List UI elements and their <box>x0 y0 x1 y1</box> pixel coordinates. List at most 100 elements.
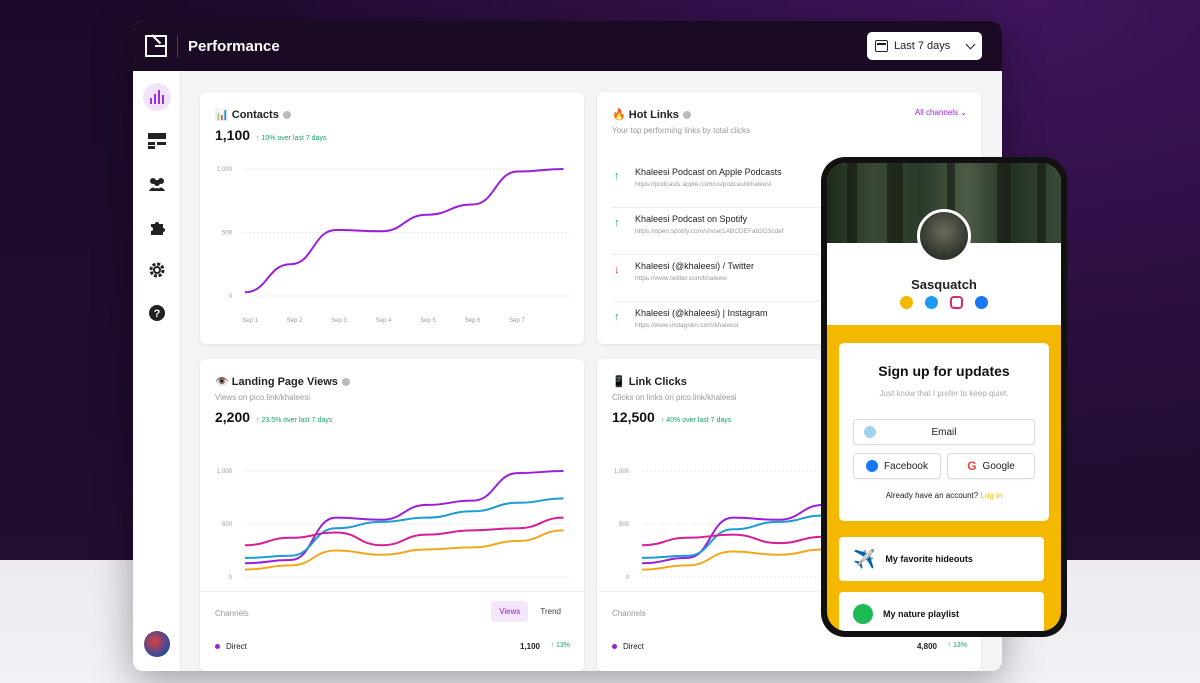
social-links <box>827 296 1061 309</box>
chart-emoji-icon: 📊 <box>215 109 229 121</box>
settings-icon[interactable] <box>143 256 171 284</box>
link-label: My nature playlist <box>883 609 960 619</box>
hot-link-item[interactable]: ↓ Khaleesi (@khaleesi) / Twitter https://w… <box>612 256 982 302</box>
hot-links-subtitle: Your top performing links by total click… <box>612 126 750 135</box>
email-icon <box>864 426 876 438</box>
instagram-icon[interactable] <box>950 296 963 309</box>
link-url: https://podcasts.apple.com/us/podcast/kh… <box>635 181 772 188</box>
series-line <box>244 529 564 571</box>
help-icon[interactable]: ? <box>143 299 171 327</box>
divider <box>177 35 178 57</box>
phone-screen: Sasquatch Sign up for updates Just know … <box>827 163 1061 631</box>
puzzle-icon[interactable] <box>143 213 171 241</box>
hot-link-item[interactable]: ↑ Khaleesi Podcast on Spotify https://open… <box>612 209 982 255</box>
login-prompt: Already have an account? Log in <box>839 491 1049 500</box>
x-tick-label: Sep 2 <box>287 318 303 324</box>
facebook-label: Facebook <box>884 460 928 472</box>
twitter-icon[interactable] <box>925 296 938 309</box>
chevron-down-icon: ⌄ <box>960 108 967 117</box>
tab-trend[interactable]: Trend <box>540 607 561 616</box>
channel-row: Direct 1,100 ↑ 13% <box>215 642 570 651</box>
channels-label: Channels <box>215 609 249 618</box>
channel-delta: ↑ 13% <box>947 642 967 649</box>
y-tick-label: 500 <box>222 231 233 237</box>
views-title: 👁️ Landing Page Views <box>215 375 350 388</box>
channel-filter-label: All channels <box>914 108 959 117</box>
channel-name: Direct <box>226 642 247 651</box>
avatar[interactable] <box>144 631 170 657</box>
page-title: Performance <box>188 37 280 55</box>
series-line <box>244 497 564 559</box>
info-icon[interactable] <box>282 111 291 120</box>
y-tick-label: 1,000 <box>217 469 233 475</box>
clicks-subtitle: Clicks on links on pico.link/khaleesi <box>612 393 737 402</box>
date-range-select[interactable]: Last 7 days <box>867 32 982 60</box>
views-title-text: Landing Page Views <box>231 376 338 388</box>
divider <box>597 591 981 592</box>
signup-title: Sign up for updates <box>878 363 1010 379</box>
email-button[interactable]: Email <box>853 419 1035 445</box>
y-tick-label: 0 <box>229 294 233 300</box>
link-title: Khaleesi (@khaleesi) | Instagram <box>635 308 768 318</box>
arrow-down-icon: ↓ <box>614 264 620 276</box>
link-title: Khaleesi Podcast on Spotify <box>635 214 748 224</box>
email-label: Email <box>931 426 957 438</box>
profile-name: Sasquatch <box>911 277 977 292</box>
x-tick-label: Sep 1 <box>242 318 258 324</box>
x-tick-label: Sep 6 <box>465 318 481 324</box>
views-value: 2,200 ↑ 23.5% over last 7 days <box>215 409 332 425</box>
series-dot <box>612 644 617 650</box>
hot-link-item[interactable]: ↑ Khaleesi Podcast on Apple Podcasts https… <box>612 162 982 208</box>
contacts-total: 1,100 <box>215 127 251 143</box>
hot-links-title-text: Hot Links <box>628 109 679 121</box>
contacts-value: 1,100 ↑ 10% over last 7 days <box>215 127 326 143</box>
login-prompt-text: Already have an account? <box>885 491 979 500</box>
phone-icon: 📱 <box>612 376 626 388</box>
series-line <box>244 168 564 294</box>
hot-links-title: 🔥 Hot Links <box>612 108 691 121</box>
views-subtitle: Views on pico.link/khaleesi <box>215 393 311 402</box>
channel-delta: ↑ 13% <box>550 642 570 649</box>
svg-text:?: ? <box>154 308 161 320</box>
divider <box>200 591 584 592</box>
x-tick-label: Sep 4 <box>376 318 392 324</box>
x-tick-label: Sep 7 <box>509 318 525 324</box>
series-line <box>244 470 564 565</box>
hot-link-item[interactable]: ↑ Khaleesi (@khaleesi) | Instagram https:/… <box>612 303 982 349</box>
y-tick-label: 1,000 <box>614 469 630 475</box>
contacts-chart: 1,000 500 0 Sep 1 Sep 2 Sep 3 Sep 4 Sep 5 Sep 6 S… <box>217 167 570 324</box>
airplane-icon: ✈️ <box>853 548 876 569</box>
link-title: Khaleesi (@khaleesi) / Twitter <box>635 261 755 271</box>
google-button[interactable]: G Google <box>947 453 1035 479</box>
info-icon[interactable] <box>682 111 691 120</box>
y-tick-label: 500 <box>222 522 233 528</box>
globe-icon[interactable] <box>900 296 913 309</box>
profile-avatar <box>917 209 971 263</box>
channels-label: Channels <box>612 609 646 618</box>
users-icon[interactable] <box>143 170 171 198</box>
facebook-button[interactable]: Facebook <box>853 453 941 479</box>
analytics-icon[interactable] <box>143 83 171 111</box>
info-icon[interactable] <box>341 378 350 387</box>
sidebar: ? <box>133 71 181 671</box>
phone-mockup: Sasquatch Sign up for updates Just know … <box>821 157 1067 637</box>
layout-icon[interactable] <box>143 127 171 155</box>
facebook-icon[interactable] <box>975 296 988 309</box>
clicks-title-text: Link Clicks <box>628 376 687 388</box>
series-dot <box>215 644 220 650</box>
link-button[interactable]: My nature playlist <box>839 592 1044 631</box>
tab-views[interactable]: Views <box>491 601 529 622</box>
chevron-down-icon <box>965 39 976 49</box>
link-url: https://www.instagram.com/khaleesi <box>635 322 739 329</box>
views-delta: ↑ 23.5% over last 7 days <box>256 417 333 424</box>
link-url: https://open.spotify.com/show/1ABCDEFab2… <box>635 228 784 235</box>
login-link[interactable]: Log in <box>980 491 1003 500</box>
link-button[interactable]: ✈️ My favorite hideouts <box>839 537 1044 581</box>
y-tick-label: 500 <box>619 522 630 528</box>
contacts-title-text: Contacts <box>231 109 279 121</box>
clicks-delta: ↑ 40% over last 7 days <box>660 417 732 424</box>
channel-filter[interactable]: All channels ⌄ <box>915 108 967 117</box>
logo-icon[interactable] <box>145 35 167 57</box>
calendar-icon <box>875 40 888 52</box>
